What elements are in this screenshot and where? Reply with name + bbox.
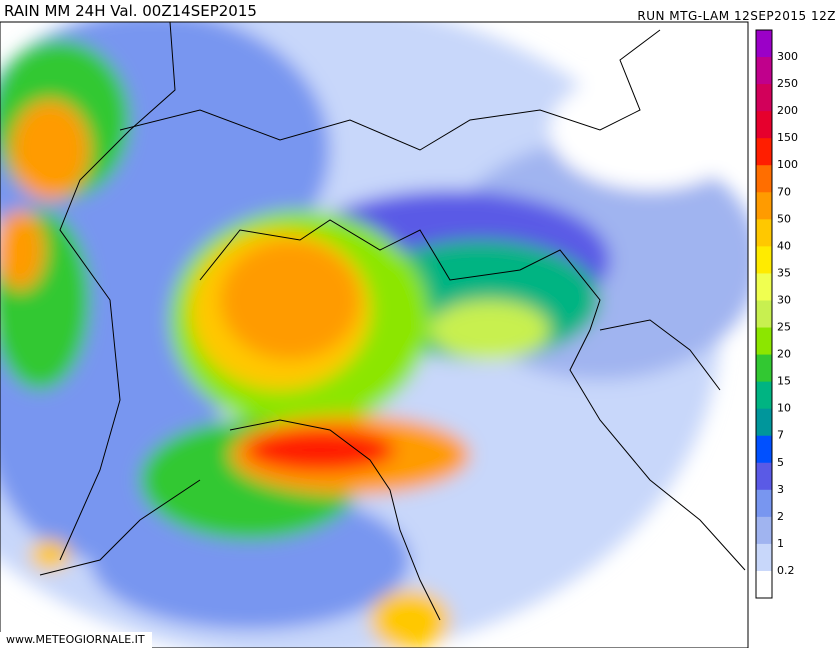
legend-swatch bbox=[756, 354, 772, 383]
precip-field bbox=[0, 22, 748, 648]
legend-label: 40 bbox=[777, 239, 791, 252]
legend-swatch bbox=[756, 246, 772, 274]
legend-label: 10 bbox=[777, 402, 791, 415]
legend-label: 15 bbox=[777, 375, 791, 388]
watermark: www.METEOGIORNALE.IT bbox=[6, 633, 145, 646]
run-label: RUN MTG-LAM 12SEP2015 12Z bbox=[637, 9, 836, 23]
legend-swatch bbox=[756, 570, 772, 599]
legend-label: 1 bbox=[777, 537, 784, 550]
legend-label: 7 bbox=[777, 429, 784, 442]
legend-swatch bbox=[756, 327, 772, 356]
legend-label: 50 bbox=[777, 212, 791, 225]
legend-swatch bbox=[756, 84, 772, 112]
legend-label: 300 bbox=[777, 50, 798, 63]
legend-label: 35 bbox=[777, 266, 791, 279]
legend-swatch bbox=[756, 219, 772, 247]
legend-label: 30 bbox=[777, 293, 791, 306]
legend-label: 250 bbox=[777, 77, 798, 90]
legend-swatch bbox=[756, 138, 772, 166]
legend-swatch bbox=[756, 165, 772, 193]
legend-swatch bbox=[756, 57, 772, 85]
legend-label: 70 bbox=[777, 185, 791, 198]
legend-swatch bbox=[756, 273, 772, 301]
legend-swatch bbox=[756, 516, 772, 545]
legend-label: 100 bbox=[777, 158, 798, 171]
legend-label: 20 bbox=[777, 348, 791, 361]
legend-label: 150 bbox=[777, 131, 798, 144]
legend-label: 25 bbox=[777, 321, 791, 334]
legend-swatch bbox=[756, 192, 772, 220]
legend-swatch bbox=[756, 408, 772, 437]
legend-label: 2 bbox=[777, 510, 784, 523]
legend-label: 200 bbox=[777, 104, 798, 117]
legend-swatch bbox=[756, 489, 772, 518]
legend-swatch bbox=[756, 111, 772, 139]
legend-swatch bbox=[756, 543, 772, 572]
legend-frame bbox=[755, 29, 773, 599]
legend-label: 0.2 bbox=[777, 564, 795, 577]
color-legend: 300 250 200 150 100 70 50 40 35 30 25 20 15 10 7 5 3 2 1 0.… bbox=[755, 29, 798, 599]
legend-swatch bbox=[756, 381, 772, 410]
borders bbox=[39, 22, 746, 621]
watermark-box bbox=[0, 632, 152, 648]
legend-label: 5 bbox=[777, 456, 784, 469]
legend-swatch bbox=[756, 300, 772, 329]
map-title: RAIN MM 24H Val. 00Z14SEP2015 bbox=[4, 2, 257, 20]
legend-label: 3 bbox=[777, 483, 784, 496]
legend-swatch bbox=[756, 435, 772, 464]
legend-swatch bbox=[756, 30, 772, 58]
legend-swatch bbox=[756, 462, 772, 491]
